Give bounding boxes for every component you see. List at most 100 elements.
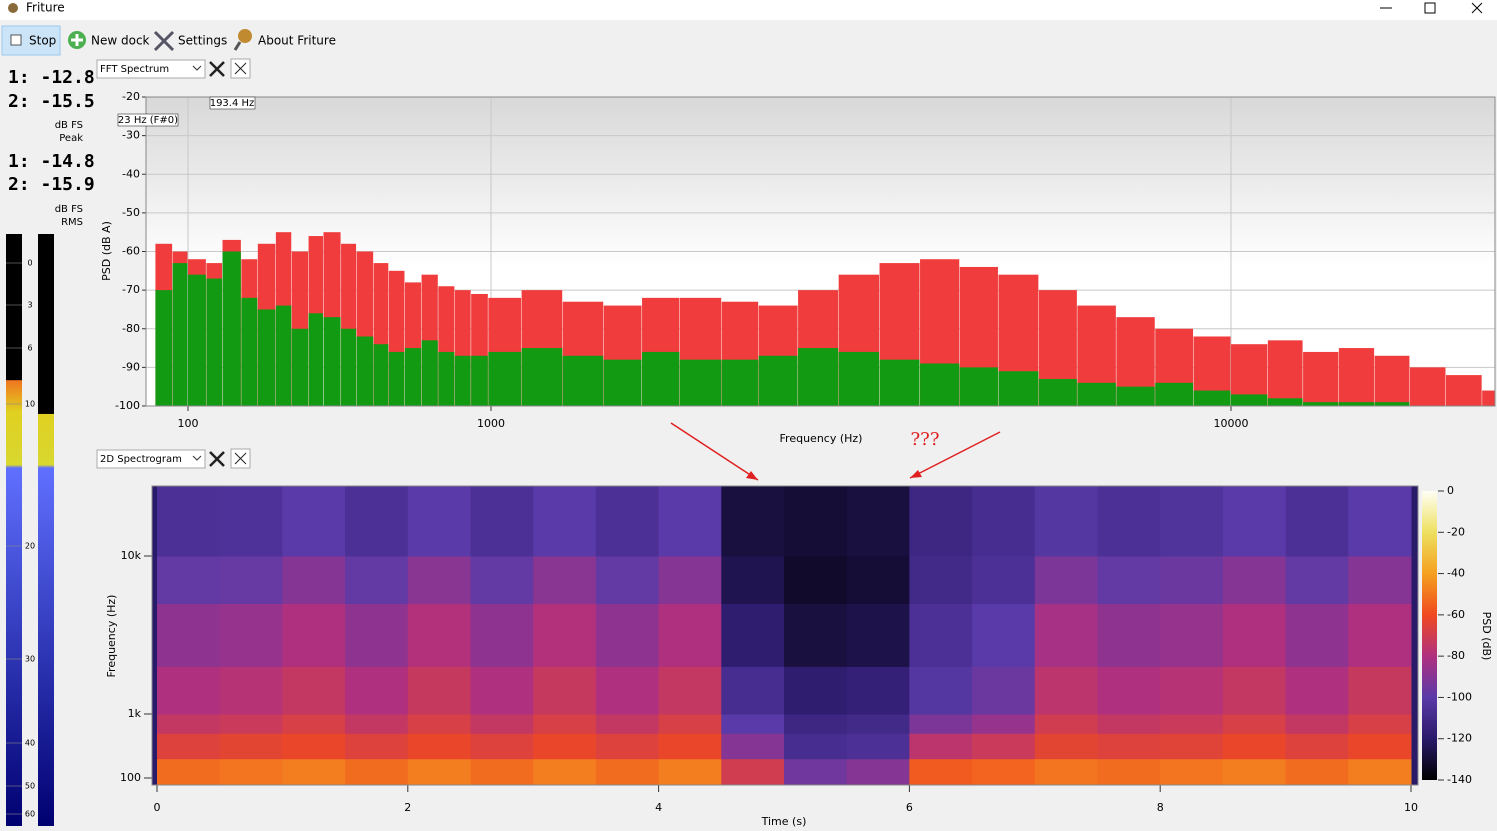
spectrogram-cell (470, 733, 534, 760)
colorbar-tick-label: -60 (1447, 608, 1465, 621)
new-dock-button[interactable]: New dock (91, 34, 150, 48)
spectrogram-cell (1222, 486, 1287, 557)
spectrogram-cell (1348, 486, 1412, 557)
spectrum-bar (323, 317, 341, 406)
y-tick-label: -40 (122, 167, 140, 180)
spectrogram-cell (157, 603, 221, 667)
spectrogram-cell (909, 666, 973, 715)
spectrogram-cell (909, 486, 973, 557)
spectrogram-cell (282, 758, 346, 786)
marker-box (209, 96, 256, 110)
spectrogram-cell (1348, 603, 1412, 667)
spectrogram-cell (1348, 714, 1412, 734)
spectrogram-cell (784, 666, 848, 715)
about-button[interactable]: About Friture (258, 34, 336, 48)
spectrogram-cell (784, 486, 848, 557)
app-icon (8, 3, 18, 13)
spectrum-bar (998, 371, 1039, 406)
stop-button[interactable]: Stop (29, 34, 56, 48)
spectrogram-cell (470, 486, 534, 557)
spectrum-bar (758, 355, 798, 406)
settings-button[interactable]: Settings (178, 34, 227, 48)
x-tick-label: 1000 (477, 417, 505, 430)
spectrum-bar (920, 363, 960, 406)
dock-combo[interactable] (96, 59, 206, 79)
marker-box (117, 113, 179, 127)
spectrogram-cell (533, 733, 597, 760)
spectrogram-cell (470, 758, 534, 786)
spectrogram-cell (1034, 758, 1098, 786)
colorbar-tick-label: -120 (1447, 732, 1472, 745)
x-tick-label: 10 (1404, 801, 1418, 814)
spectrum-bar (172, 263, 188, 406)
meter-level (6, 380, 22, 826)
about-icon[interactable] (238, 29, 252, 43)
annotation-label: 193.4 Hz (210, 98, 255, 109)
close-button[interactable] (1471, 2, 1483, 14)
spectrogram-cell (407, 486, 471, 557)
spectrum-bar (488, 351, 522, 406)
spectrogram-cell (157, 733, 221, 760)
spectrogram-cell (1034, 714, 1098, 734)
spectrogram-cell (595, 486, 660, 557)
spectrogram-cell (909, 603, 973, 667)
x-tick-label: 0 (154, 801, 161, 814)
spectrogram-cell (846, 714, 910, 734)
dock-combo-label[interactable]: 2D Spectrogram (100, 454, 182, 465)
spectrogram-cell (219, 733, 283, 760)
settings-icon[interactable] (153, 30, 175, 52)
stop-button-bg[interactable] (1, 25, 61, 56)
spectrogram-cell (533, 603, 597, 667)
spectrogram-cell (595, 556, 660, 605)
spectrogram-cell (1160, 666, 1224, 715)
spectrogram-cell (282, 556, 346, 605)
spectrogram-cell (909, 758, 973, 786)
spectrogram-cell (1160, 603, 1224, 667)
y-tick-label: -70 (122, 283, 140, 296)
spectrogram-cell (219, 486, 283, 557)
spectrum-bar (1338, 348, 1375, 406)
spectrogram-cell (407, 758, 471, 786)
spectrogram-cell (909, 733, 973, 760)
spectrogram-cell (157, 758, 221, 786)
dock-settings[interactable] (209, 61, 225, 77)
spectrogram-cell (658, 666, 722, 715)
spectrogram-cell (595, 714, 660, 734)
spectrogram-cell (784, 603, 848, 667)
colorbar-tick-label: -80 (1447, 649, 1465, 662)
spectrogram-cell (345, 758, 409, 786)
stop-checkbox[interactable] (10, 34, 22, 46)
spectrogram-cell (470, 556, 534, 605)
spectrogram-cell (658, 714, 722, 734)
spectrum-bar (1482, 390, 1495, 406)
spectrum-bar (275, 305, 292, 406)
spectrum-bar (838, 351, 880, 406)
plot-frame (151, 485, 1419, 786)
spectrum-bar (1155, 382, 1194, 406)
spectrogram-cell (1034, 486, 1098, 557)
spectrum-bar (1267, 340, 1303, 406)
spectrogram-cell (721, 486, 785, 557)
spectrogram-cell (658, 486, 722, 557)
dock-combo-label[interactable]: FFT Spectrum (100, 64, 169, 75)
spectrum-bar (222, 251, 241, 406)
dock-settings[interactable] (209, 451, 225, 467)
spectrogram-cell (282, 603, 346, 667)
spectrogram-cell (784, 556, 848, 605)
spectrogram-cell (784, 758, 848, 786)
maximize-button[interactable] (1424, 2, 1436, 14)
spectrogram-cell (219, 666, 283, 715)
y-axis-label: PSD (dB A) (100, 221, 113, 281)
spectrum-bar (1193, 390, 1231, 406)
spectrogram-cell (595, 666, 660, 715)
spectrogram-cell (407, 603, 471, 667)
arrow (909, 431, 1001, 479)
spectrum-bar (1409, 367, 1446, 406)
meter-tick-label: 0 (27, 259, 32, 268)
spectrogram-cell (1285, 666, 1349, 715)
spectrum-bar (959, 367, 998, 406)
spectrogram-cell (721, 733, 785, 760)
dock-combo[interactable] (96, 449, 206, 469)
spectrogram-cell (972, 714, 1036, 734)
spectrogram-cell (1222, 733, 1287, 760)
